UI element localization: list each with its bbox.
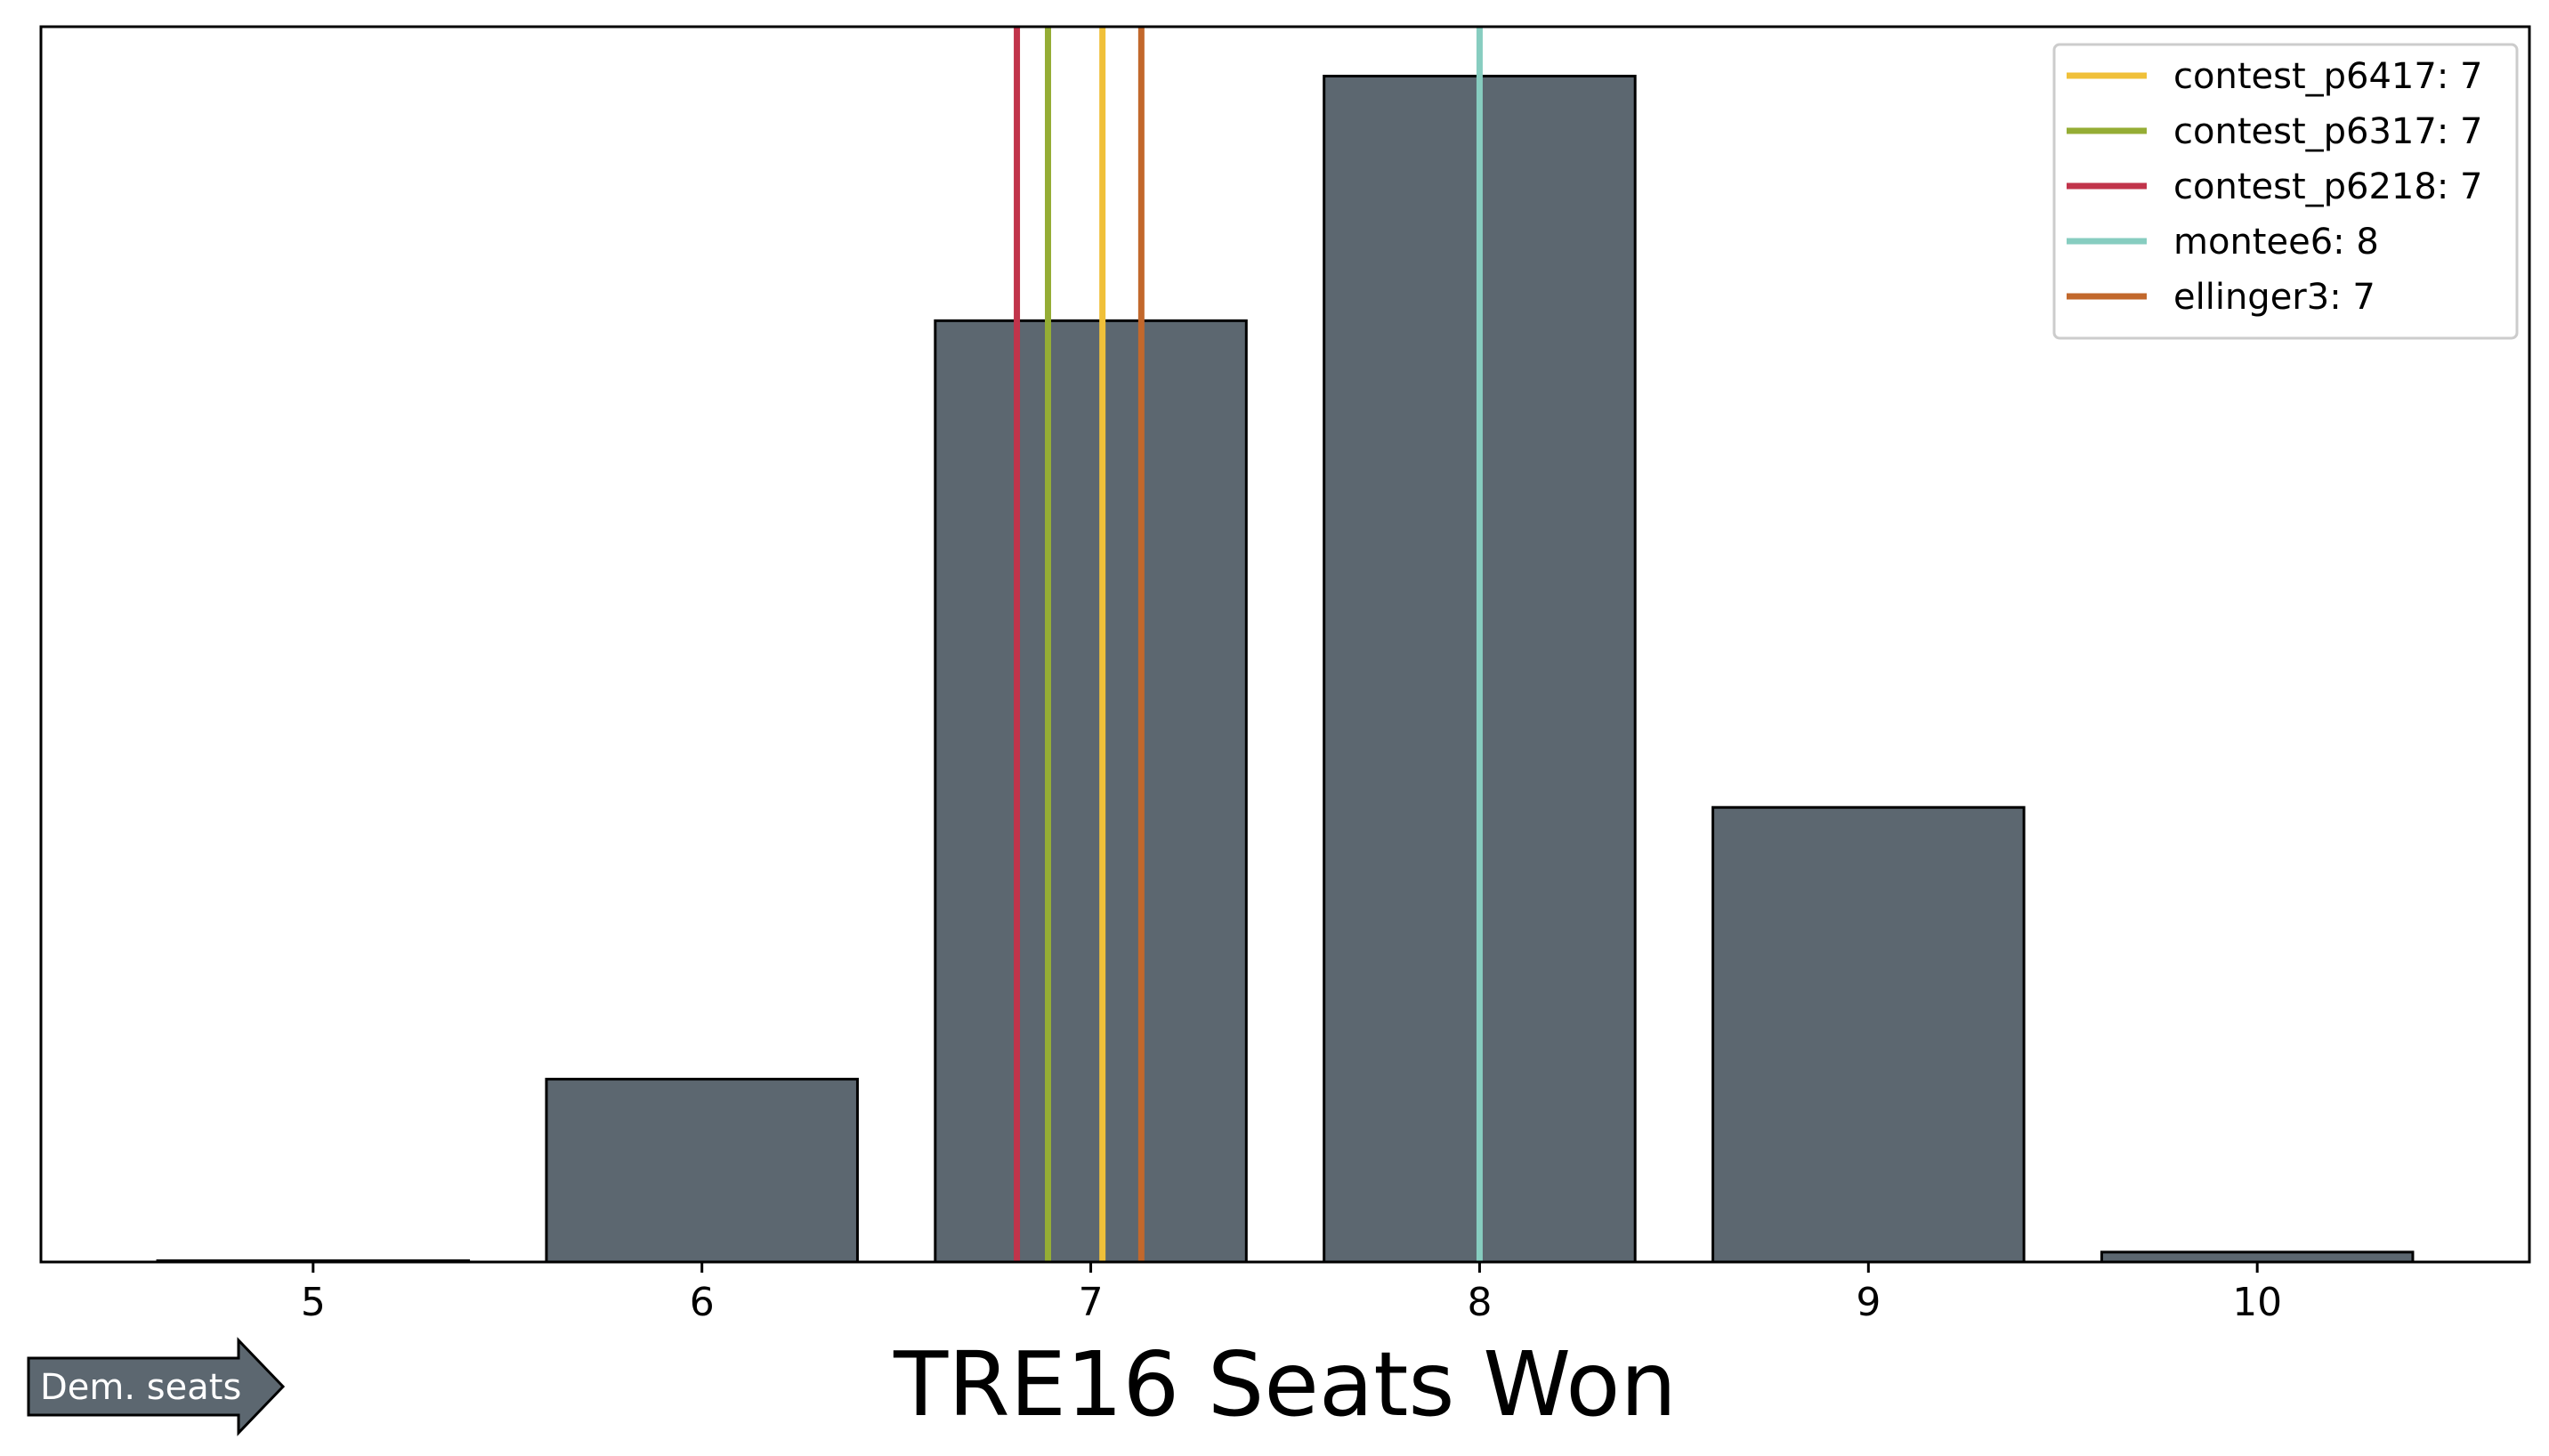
- plot-frame: [39, 25, 2531, 1264]
- x-tick-label-8: 8: [1467, 1280, 1492, 1325]
- arrow-shape: [27, 1337, 286, 1436]
- bar-6: [545, 1078, 859, 1264]
- legend: contest_p6417: 7 contest_p6317: 7 contest_…: [2052, 43, 2519, 340]
- bar-10: [2100, 1250, 2415, 1264]
- x-tick-label-9: 9: [1856, 1280, 1881, 1325]
- x-axis-label: TRE16 Seats Won: [893, 1332, 1677, 1436]
- legend-entry-label: ellinger3: 7: [2173, 277, 2375, 318]
- dem-seats-arrow: Dem. seats: [27, 1337, 286, 1436]
- legend-entry-label: contest_p6417: 7: [2173, 56, 2482, 97]
- x-tick-label-7: 7: [1079, 1280, 1104, 1325]
- legend-entry-label: contest_p6317: 7: [2173, 111, 2482, 152]
- x-tick-label-5: 5: [301, 1280, 326, 1325]
- legend-entry-label: montee6: 8: [2173, 222, 2379, 263]
- arrow-label: Dem. seats: [40, 1367, 241, 1408]
- x-ticks: 5 6 7 8 9 10: [301, 1262, 2282, 1325]
- x-tick-label-6: 6: [690, 1280, 715, 1325]
- vlines-layer: [1014, 27, 1483, 1262]
- bar-9: [1711, 805, 2026, 1264]
- bar-7: [934, 319, 1248, 1264]
- x-tick-label-10: 10: [2232, 1280, 2282, 1325]
- legend-frame: [2052, 43, 2519, 340]
- legend-entry-label: contest_p6218: 7: [2173, 166, 2482, 207]
